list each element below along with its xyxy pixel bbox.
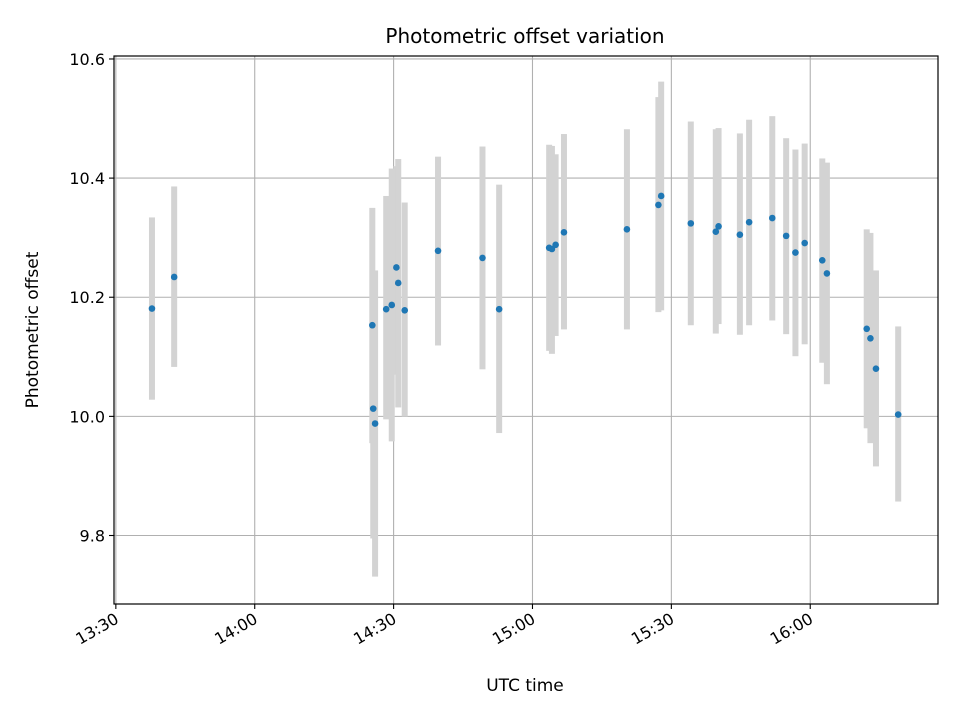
data-point xyxy=(687,220,695,227)
data-point xyxy=(745,218,753,226)
data-point xyxy=(655,201,662,209)
data-point xyxy=(479,254,486,262)
data-point xyxy=(768,214,776,222)
data-point xyxy=(657,192,665,200)
y-tick-label: 10.6 xyxy=(69,50,105,69)
data-point xyxy=(623,226,631,233)
data-point xyxy=(401,307,409,314)
data-point xyxy=(382,305,390,313)
data-point xyxy=(394,279,402,287)
y-axis-label: Photometric offset xyxy=(23,251,43,408)
data-point xyxy=(495,305,503,313)
data-point xyxy=(867,335,874,342)
data-point xyxy=(170,273,178,281)
data-point xyxy=(369,321,376,329)
x-axis-label: UTC time xyxy=(486,676,564,696)
data-point xyxy=(872,365,880,373)
data-point xyxy=(393,264,400,271)
y-tick-label: 10.4 xyxy=(69,169,105,188)
data-point xyxy=(560,229,568,236)
data-point xyxy=(371,420,379,427)
plot-area xyxy=(114,56,938,604)
data-point xyxy=(801,239,808,247)
data-point xyxy=(736,231,744,238)
data-point xyxy=(715,223,722,230)
data-point xyxy=(818,257,826,264)
data-point xyxy=(894,411,902,418)
y-tick-label: 9.8 xyxy=(80,527,105,546)
data-point xyxy=(712,228,720,236)
data-point xyxy=(863,325,871,333)
data-point xyxy=(148,305,156,312)
data-point xyxy=(782,232,790,240)
data-point xyxy=(823,270,831,277)
data-point xyxy=(434,247,442,255)
data-point xyxy=(369,405,377,412)
data-point xyxy=(792,249,799,256)
data-point xyxy=(552,241,559,249)
data-point xyxy=(388,301,396,309)
chart-title: Photometric offset variation xyxy=(385,24,664,48)
y-axis: 9.8 10.0 10.2 10.4 10.6 xyxy=(69,50,114,546)
y-tick-label: 10.0 xyxy=(69,407,105,426)
y-tick-label: 10.2 xyxy=(69,288,105,307)
plot-frame xyxy=(113,55,939,605)
data-points xyxy=(148,192,902,427)
